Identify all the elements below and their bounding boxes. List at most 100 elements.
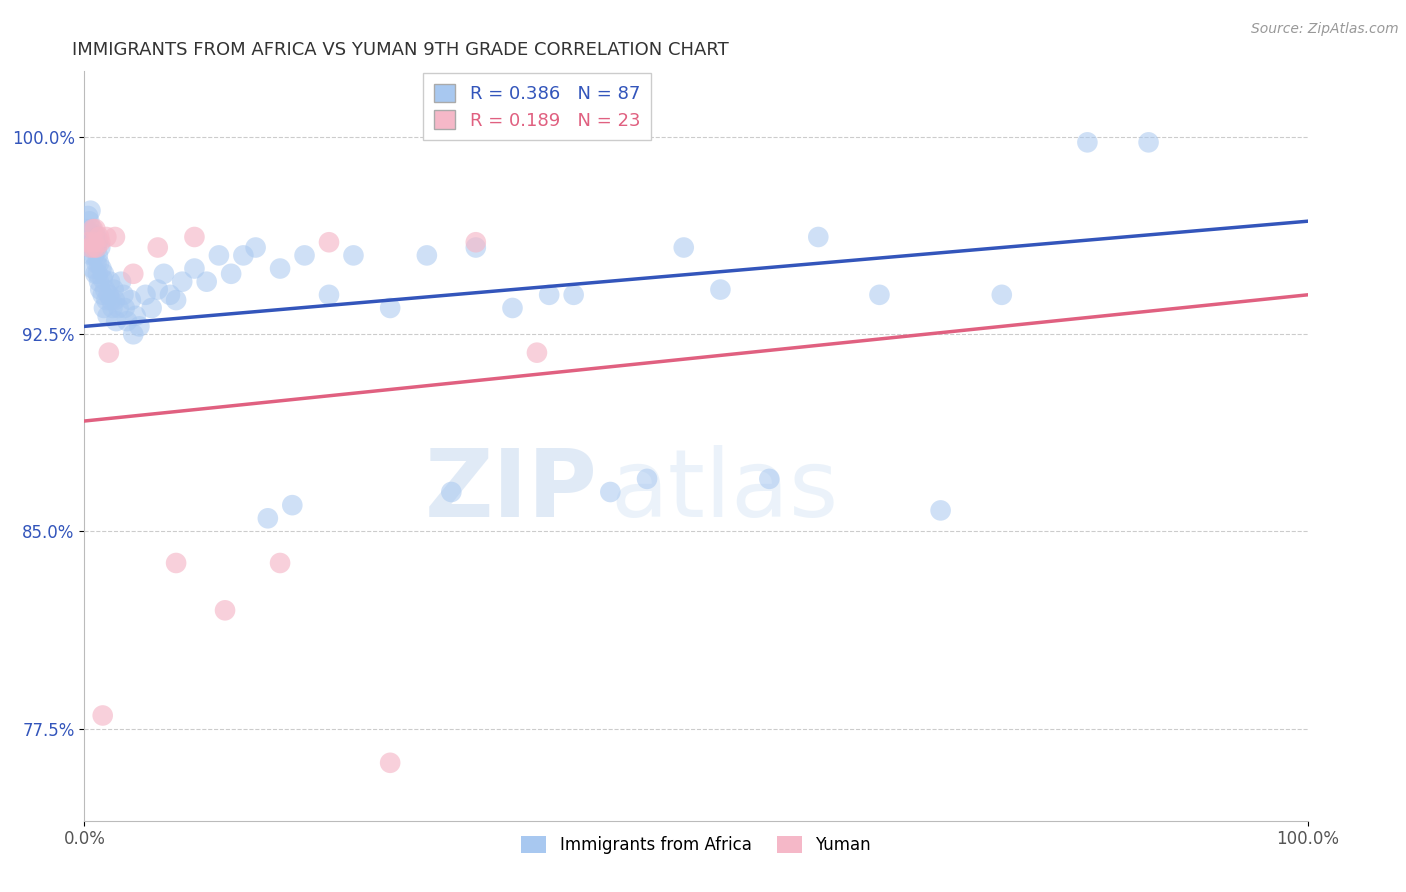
Point (141, 301, 163, 315)
Point (146, 240, 169, 254)
Text: atlas: atlas (610, 445, 838, 537)
Point (208, 248, 231, 262)
Point (83, 235, 105, 250)
Point (96, 230, 118, 244)
Point (269, 556, 291, 570)
Point (122, 327, 145, 342)
Text: Source: ZipAtlas.com: Source: ZipAtlas.com (1251, 22, 1399, 37)
Point (93, 301, 115, 315)
Point (122, 267, 145, 281)
Point (146, 283, 169, 297)
Point (128, 319, 150, 334)
Point (538, 288, 561, 302)
Point (103, 283, 125, 297)
Point (281, 498, 304, 512)
Point (77, 209, 100, 223)
Point (86, 240, 108, 254)
Point (107, 301, 129, 315)
Text: ZIP: ZIP (425, 445, 598, 537)
Point (172, 275, 194, 289)
Point (86, 240, 108, 254)
Point (87, 267, 110, 281)
Point (84, 267, 107, 281)
Legend: Immigrants from Africa, Yuman: Immigrants from Africa, Yuman (515, 830, 877, 861)
Point (342, 248, 364, 262)
Point (219, 267, 242, 281)
Point (97, 345, 120, 359)
Point (77, 214, 100, 228)
Point (758, 472, 780, 486)
Point (98, 275, 121, 289)
Point (83, 240, 105, 254)
Point (464, 240, 486, 254)
Point (257, 511, 280, 525)
Point (929, 503, 952, 517)
Point (245, 240, 267, 254)
Point (114, 301, 136, 315)
Point (83, 248, 105, 262)
Point (135, 288, 157, 302)
Point (112, 288, 135, 302)
Point (89, 283, 111, 297)
Point (599, 485, 621, 500)
Point (86, 256, 108, 270)
Point (709, 283, 731, 297)
Point (97, 288, 120, 302)
Point (82, 235, 104, 250)
Point (380, 301, 402, 315)
Point (294, 248, 316, 262)
Point (94, 283, 117, 297)
Point (84, 235, 107, 250)
Point (502, 301, 524, 315)
Point (110, 275, 132, 289)
Point (807, 230, 830, 244)
Point (79, 240, 101, 254)
Point (562, 288, 585, 302)
Point (89, 240, 111, 254)
Point (87, 256, 110, 270)
Point (84, 222, 107, 236)
Point (183, 230, 205, 244)
Point (89, 235, 111, 250)
Point (80, 248, 103, 262)
Point (104, 293, 127, 307)
Point (1076, 136, 1098, 150)
Point (80, 222, 103, 236)
Point (93, 267, 115, 281)
Point (153, 267, 176, 281)
Point (1137, 136, 1160, 150)
Point (526, 345, 548, 359)
Point (79, 227, 101, 242)
Point (318, 235, 340, 250)
Point (97, 309, 120, 323)
Point (380, 756, 402, 770)
Point (100, 293, 122, 307)
Point (318, 288, 340, 302)
Point (165, 293, 187, 307)
Point (165, 556, 187, 570)
Point (464, 235, 486, 250)
Point (79, 203, 101, 218)
Point (86, 230, 108, 244)
Point (183, 261, 205, 276)
Point (91, 708, 114, 723)
Point (869, 288, 891, 302)
Text: IMMIGRANTS FROM AFRICA VS YUMAN 9TH GRADE CORRELATION CHART: IMMIGRANTS FROM AFRICA VS YUMAN 9TH GRAD… (72, 41, 728, 59)
Point (232, 248, 254, 262)
Point (115, 314, 138, 328)
Point (195, 275, 218, 289)
Point (87, 275, 110, 289)
Point (120, 293, 142, 307)
Point (87, 230, 110, 244)
Point (82, 261, 104, 276)
Point (125, 309, 148, 323)
Point (87, 248, 110, 262)
Point (96, 293, 118, 307)
Point (86, 235, 108, 250)
Point (269, 261, 291, 276)
Point (636, 472, 658, 486)
Point (991, 288, 1014, 302)
Point (440, 485, 463, 500)
Point (87, 235, 110, 250)
Point (90, 261, 112, 276)
